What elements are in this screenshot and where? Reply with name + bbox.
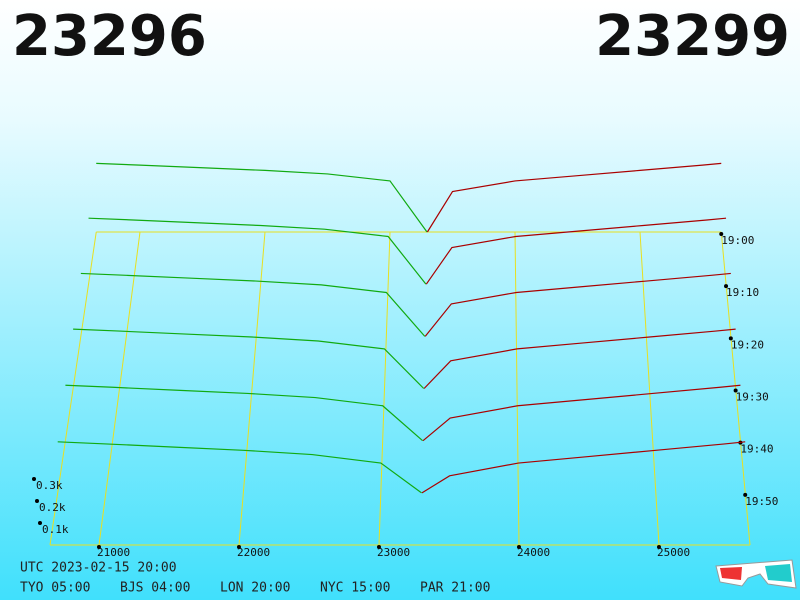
bid-curve <box>96 162 428 233</box>
zone-time: NYC 15:00 <box>320 581 390 596</box>
tick-dot <box>728 336 733 341</box>
zone-time: PAR 21:00 <box>420 581 490 596</box>
tick-dot <box>32 477 36 481</box>
tick-dot <box>377 545 381 549</box>
x-tick-label: 25000 <box>657 546 690 559</box>
bid-curve <box>57 441 422 494</box>
tick-dot <box>237 545 241 549</box>
x-tick-label: 22000 <box>237 546 270 559</box>
bid-curve <box>88 217 427 285</box>
zone-time: TYO 05:00 <box>20 581 90 596</box>
time-tick-label: 19:50 <box>745 495 778 508</box>
y-tick-label: 0.3k <box>36 479 63 492</box>
tick-dot <box>657 545 661 549</box>
x-tick-label: 21000 <box>97 546 130 559</box>
grid-line <box>238 231 266 546</box>
tick-dot <box>38 521 42 525</box>
tick-dot <box>517 545 521 549</box>
tick-dot <box>743 492 748 497</box>
ask-curve <box>421 441 746 494</box>
grid-line <box>639 231 660 546</box>
time-tick-label: 19:30 <box>736 391 769 404</box>
time-tick-label: 19:40 <box>740 443 773 456</box>
grid-line <box>514 231 520 546</box>
left-edge <box>49 231 97 546</box>
bid-curve <box>80 272 426 337</box>
y-tick-label: 0.2k <box>39 501 66 514</box>
ask-curve <box>423 328 736 389</box>
best-ask: 23299 <box>595 4 790 69</box>
bid-curve <box>65 384 424 442</box>
grid-line <box>378 231 391 546</box>
bid-curve <box>73 328 425 389</box>
x-tick-label: 24000 <box>517 546 550 559</box>
tick-dot <box>35 499 39 503</box>
ask-curve <box>424 272 731 337</box>
best-bid: 23296 <box>12 4 207 69</box>
zone-time: LON 20:00 <box>220 581 290 596</box>
tick-dot <box>733 388 738 393</box>
grid-line <box>98 231 141 546</box>
ask-curve <box>422 384 741 442</box>
x-tick-label: 23000 <box>377 546 410 559</box>
tick-dot <box>724 284 729 289</box>
tick-dot <box>719 232 724 236</box>
time-tick-label: 19:10 <box>726 286 759 299</box>
ask-curve <box>426 162 722 233</box>
y-tick-label: 0.1k <box>42 523 69 536</box>
zone-time: BJS 04:00 <box>120 581 190 596</box>
ask-curve <box>425 217 727 285</box>
timestamp: UTC 2023-02-15 20:00 <box>20 561 177 576</box>
tick-dot <box>97 545 101 549</box>
time-tick-label: 19:00 <box>721 234 754 247</box>
time-tick-label: 19:20 <box>731 338 764 351</box>
glasses-icon <box>715 559 797 589</box>
